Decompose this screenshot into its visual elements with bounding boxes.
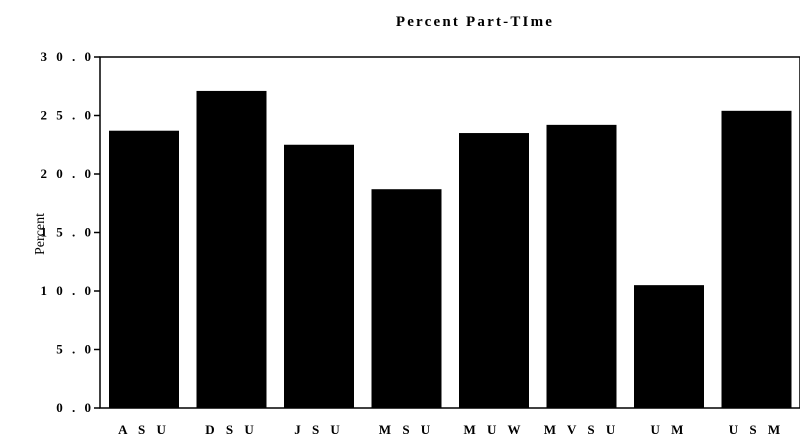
plot-frame [99,56,800,409]
y-tick-label: 1 0 . 0 [41,283,95,298]
x-tick-label-muw: M U W [464,422,525,437]
chart-title: Percent Part-TIme [396,14,554,30]
y-tick-label: 2 5 . 0 [41,108,95,123]
bar-muw [459,133,529,409]
bar-jsu [284,144,354,408]
x-tick-label-msu: M S U [379,422,434,437]
bars-group [109,90,792,409]
y-tick-label: 1 5 . 0 [41,225,95,240]
x-tick-label-um: U M [651,422,688,437]
bar-asu [109,130,179,408]
y-axis-label: Percent [33,213,48,255]
y-tick-label: 3 0 . 0 [41,49,95,64]
x-tick-label-usm: U S M [729,422,784,437]
y-tick-label: 5 . 0 [56,342,94,357]
bar-mvsu [546,124,617,409]
x-tick-label-asu: A S U [118,422,170,437]
bar-dsu [196,90,267,409]
bar-msu [371,189,442,408]
y-tick-label: 0 . 0 [56,400,94,415]
y-ticks-group: 0 . 0 5 . 0 1 0 . 0 1 5 . 0 2 0 . 0 2 5 . 0 3 … [41,49,100,415]
x-tick-label-mvsu: M V S U [544,422,620,437]
x-tick-label-dsu: D S U [205,422,258,437]
bar-usm [721,110,792,408]
bar-um [634,285,704,408]
x-tick-label-jsu: J S U [294,422,344,437]
y-tick-label: 2 0 . 0 [41,166,95,181]
